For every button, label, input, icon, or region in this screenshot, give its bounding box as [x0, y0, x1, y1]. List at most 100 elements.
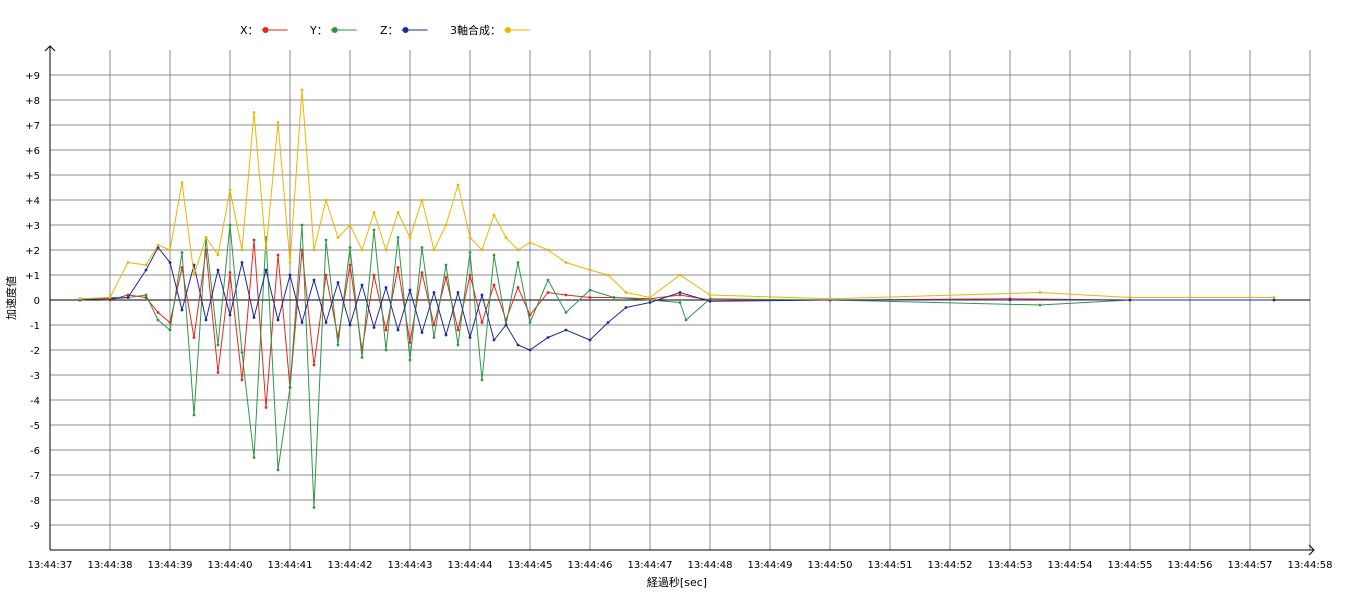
- data-point: [78, 297, 82, 301]
- y-tick-label: +3: [25, 221, 40, 232]
- data-point: [456, 291, 460, 294]
- data-point: [192, 263, 196, 267]
- data-point: [546, 248, 550, 252]
- legend-swatch-marker: [262, 27, 269, 33]
- data-point: [204, 236, 208, 239]
- x-tick-label: 13:44:56: [1168, 560, 1213, 571]
- x-axis-title: 経過秒[sec]: [647, 575, 707, 589]
- data-point: [516, 286, 520, 289]
- data-point: [126, 296, 130, 299]
- data-point: [168, 261, 172, 264]
- data-point: [588, 338, 592, 342]
- data-point: [126, 261, 130, 264]
- y-axis-arrow: [44, 45, 56, 52]
- data-point: [384, 348, 388, 352]
- data-point: [384, 286, 388, 289]
- data-point: [420, 271, 424, 274]
- data-point: [678, 301, 682, 304]
- data-point: [564, 261, 568, 264]
- x-tick-label: 13:44:47: [628, 560, 673, 571]
- data-point: [456, 183, 460, 187]
- data-point: [348, 246, 352, 249]
- x-tick-label: 13:44:38: [88, 560, 133, 571]
- data-point: [678, 291, 682, 294]
- data-point: [648, 301, 652, 304]
- data-point: [168, 248, 172, 252]
- y-tick-label: -7: [30, 471, 40, 482]
- data-point: [1128, 298, 1132, 302]
- y-tick-label: +7: [25, 121, 40, 132]
- data-point: [468, 236, 472, 239]
- data-point: [648, 298, 652, 302]
- data-point: [588, 288, 592, 292]
- data-point: [192, 336, 196, 339]
- data-point: [228, 223, 232, 227]
- x-tick-label: 13:44:52: [928, 560, 973, 571]
- data-point: [444, 276, 448, 279]
- data-point: [606, 273, 610, 277]
- data-point: [276, 253, 280, 257]
- data-point: [624, 291, 628, 294]
- data-point: [528, 321, 532, 324]
- series-lines: [78, 88, 1276, 509]
- data-point: [456, 343, 460, 347]
- data-point: [384, 248, 388, 252]
- x-tick-label: 13:44:42: [328, 560, 373, 571]
- y-axis-title: 加速度値: [4, 276, 18, 320]
- x-tick-label: 13:44:58: [1288, 560, 1333, 571]
- data-point: [108, 296, 112, 299]
- data-point: [528, 348, 532, 352]
- data-point: [252, 238, 256, 242]
- data-point: [408, 288, 412, 292]
- y-tick-label: 0: [34, 296, 40, 307]
- x-tick-label: 13:44:50: [808, 560, 853, 571]
- y-tick-label: +6: [25, 146, 40, 157]
- data-point: [324, 273, 328, 277]
- y-tick-label: +9: [25, 71, 40, 82]
- data-point: [420, 246, 424, 249]
- x-tick-label: 13:44:53: [988, 560, 1033, 571]
- data-point: [264, 406, 268, 409]
- y-tick-label: -6: [30, 446, 40, 457]
- data-point: [546, 278, 550, 282]
- data-point: [528, 313, 532, 317]
- data-point: [312, 506, 316, 509]
- data-point: [240, 351, 244, 354]
- data-point: [408, 236, 412, 239]
- data-point: [228, 188, 232, 192]
- data-point: [348, 263, 352, 267]
- data-point: [444, 333, 448, 337]
- x-tick-label: 13:44:44: [448, 560, 493, 571]
- data-point: [606, 321, 610, 324]
- data-point: [468, 273, 472, 277]
- y-tick-label: -4: [30, 396, 40, 407]
- data-point: [336, 343, 340, 347]
- data-point: [444, 263, 448, 267]
- data-point: [420, 331, 424, 334]
- series-line-Y: [79, 224, 1274, 508]
- data-point: [372, 228, 376, 232]
- x-tick-labels: 13:44:37 13:44:38 13:44:39 13:44:40 13:44:41…: [28, 560, 1333, 571]
- data-point: [420, 198, 424, 202]
- data-point: [348, 323, 352, 327]
- data-point: [528, 241, 532, 244]
- legend-swatch-marker: [331, 27, 338, 33]
- data-point: [228, 271, 232, 274]
- data-point: [180, 181, 184, 184]
- data-point: [192, 413, 196, 417]
- legend-swatch-marker: [505, 27, 511, 33]
- data-point: [432, 336, 436, 339]
- x-tick-label: 13:44:40: [208, 560, 253, 571]
- data-point: [432, 291, 436, 294]
- data-point: [252, 456, 256, 459]
- data-point: [216, 253, 220, 257]
- series-line-Z: [79, 246, 1274, 351]
- data-point: [1272, 296, 1276, 299]
- data-point: [504, 236, 508, 239]
- data-point: [480, 248, 484, 252]
- legend-label: Y：: [309, 24, 328, 37]
- y-tick-label: -3: [30, 371, 40, 382]
- data-point: [444, 223, 448, 227]
- y-tick-label: +1: [25, 271, 40, 282]
